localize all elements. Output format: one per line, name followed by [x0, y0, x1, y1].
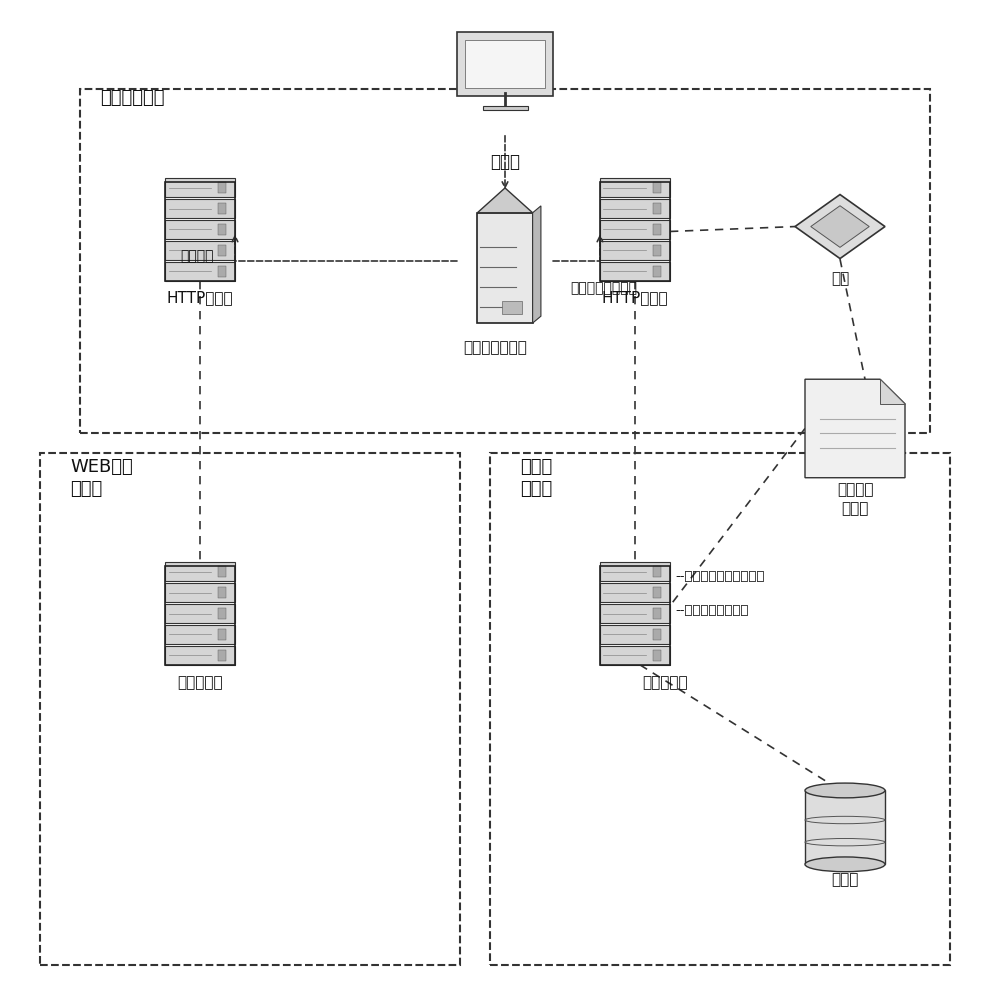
Text: --解析并插入数据库: --解析并插入数据库 — [675, 604, 748, 618]
Text: WEB服务
务系统: WEB服务 务系统 — [70, 458, 133, 498]
Text: 反向代理服务器: 反向代理服务器 — [463, 340, 527, 355]
Bar — [218, 244, 226, 256]
Bar — [457, 32, 553, 96]
Text: --实时监控，并读取记录: --实时监控，并读取记录 — [675, 569, 765, 583]
Bar — [652, 203, 661, 214]
Bar — [482, 105, 528, 110]
Bar — [652, 650, 661, 661]
Bar — [600, 178, 670, 197]
Bar — [465, 39, 545, 88]
Polygon shape — [477, 188, 533, 213]
Bar — [165, 566, 235, 665]
Polygon shape — [795, 195, 885, 258]
Polygon shape — [805, 379, 905, 478]
Polygon shape — [533, 206, 541, 323]
Bar — [652, 587, 661, 598]
Bar — [490, 453, 950, 965]
Text: HTTP服务器: HTTP服务器 — [167, 291, 233, 305]
Bar — [165, 646, 235, 665]
Bar — [165, 182, 235, 281]
Bar — [218, 182, 226, 193]
Bar — [600, 604, 670, 624]
Bar — [80, 89, 930, 433]
Bar — [477, 213, 533, 323]
Bar — [218, 587, 226, 598]
Bar — [805, 790, 885, 865]
Text: 埋点数据收集请求: 埋点数据收集请求 — [570, 281, 637, 295]
Text: 磁盘: 磁盘 — [831, 271, 849, 286]
Text: 应用服务器: 应用服务器 — [177, 675, 223, 689]
Bar — [165, 625, 235, 644]
Polygon shape — [811, 206, 869, 247]
Ellipse shape — [805, 783, 885, 798]
Bar — [652, 244, 661, 256]
Bar — [600, 199, 670, 218]
Bar — [165, 241, 235, 260]
Bar — [40, 453, 460, 965]
Bar — [502, 301, 522, 314]
Bar — [165, 178, 235, 197]
Bar — [165, 562, 235, 581]
Text: 应用服务器: 应用服务器 — [642, 675, 688, 689]
Text: 业务请求: 业务请求 — [180, 249, 214, 263]
Bar — [652, 182, 661, 193]
Polygon shape — [880, 379, 905, 404]
Bar — [165, 604, 235, 624]
Text: HTTP服务器: HTTP服务器 — [602, 291, 668, 305]
Bar — [652, 266, 661, 277]
Bar — [600, 220, 670, 239]
Bar — [165, 262, 235, 281]
Bar — [165, 583, 235, 602]
Bar — [218, 608, 226, 620]
Bar — [218, 650, 226, 661]
Text: 结构化日
志文件: 结构化日 志文件 — [837, 483, 873, 516]
Bar — [218, 266, 226, 277]
Bar — [218, 203, 226, 214]
Text: 转发处理系统: 转发处理系统 — [100, 89, 164, 106]
Text: 浏览器: 浏览器 — [490, 153, 520, 170]
Bar — [218, 224, 226, 235]
Bar — [600, 182, 670, 281]
Bar — [600, 625, 670, 644]
Bar — [652, 628, 661, 640]
Bar — [652, 224, 661, 235]
Bar — [600, 241, 670, 260]
Bar — [218, 566, 226, 577]
Text: 埋点采
集系统: 埋点采 集系统 — [520, 458, 552, 498]
Text: 数据库: 数据库 — [831, 872, 859, 886]
Bar — [600, 583, 670, 602]
Ellipse shape — [805, 857, 885, 872]
Bar — [600, 566, 670, 665]
Bar — [600, 562, 670, 581]
Bar — [600, 646, 670, 665]
Bar — [165, 220, 235, 239]
Bar — [218, 628, 226, 640]
Bar — [652, 566, 661, 577]
Bar — [600, 262, 670, 281]
Bar — [652, 608, 661, 620]
Bar — [165, 199, 235, 218]
